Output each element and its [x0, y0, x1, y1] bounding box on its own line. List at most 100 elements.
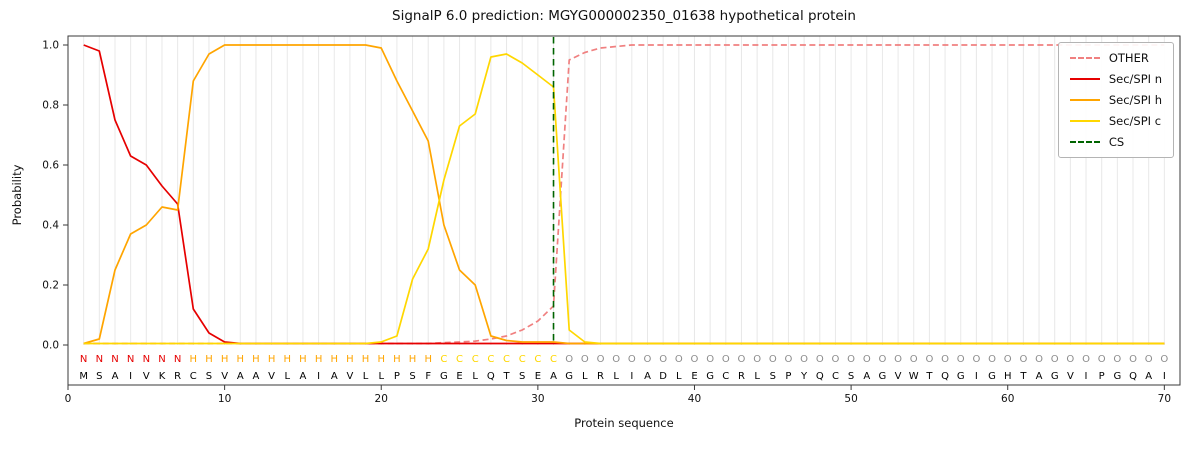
- region-label: O: [659, 354, 667, 365]
- y-tick-label: 1.0: [42, 40, 59, 52]
- residue-letter: A: [863, 371, 870, 382]
- region-label: O: [612, 354, 620, 365]
- region-label: O: [565, 354, 573, 365]
- region-label: O: [1113, 354, 1121, 365]
- residue-letter: E: [691, 371, 697, 382]
- residue-letter: G: [988, 371, 996, 382]
- residue-letter: V: [268, 371, 275, 382]
- legend-line-sample: [1069, 57, 1100, 59]
- region-label: H: [362, 354, 370, 365]
- region-label: O: [1004, 354, 1012, 365]
- x-axis-label: Protein sequence: [574, 416, 674, 430]
- region-label: H: [409, 354, 417, 365]
- region-label: O: [628, 354, 636, 365]
- region-label: C: [534, 354, 541, 365]
- residue-letter: S: [519, 371, 525, 382]
- residue-letter: G: [1113, 371, 1121, 382]
- region-label: N: [143, 354, 150, 365]
- legend-line-sample: [1069, 78, 1100, 80]
- residue-letter: L: [613, 371, 619, 382]
- residue-letter: R: [174, 371, 181, 382]
- region-label: O: [894, 354, 902, 365]
- x-tick-label: 10: [218, 393, 231, 405]
- y-tick-label: 0.2: [42, 280, 59, 292]
- residue-letter: R: [738, 371, 745, 382]
- residue-letter: L: [363, 371, 369, 382]
- region-label: H: [205, 354, 213, 365]
- residue-letter: L: [582, 371, 588, 382]
- region-label: H: [284, 354, 292, 365]
- region-label: O: [644, 354, 652, 365]
- legend-entry-label: Sec/SPI c: [1108, 114, 1162, 128]
- residue-letter: V: [221, 371, 228, 382]
- plot-border: [67, 35, 1181, 386]
- series-line-other: [83, 44, 1165, 345]
- residue-letter: G: [879, 371, 887, 382]
- residue-letter: S: [409, 371, 415, 382]
- legend-box: OTHER Sec/SPI n Sec/SPI h Sec/SPI c CS: [1057, 42, 1174, 158]
- region-label: H: [330, 354, 338, 365]
- region-label: O: [769, 354, 777, 365]
- residue-letter: I: [129, 371, 132, 382]
- region-label: C: [503, 354, 510, 365]
- legend-entry-label: CS: [1108, 135, 1125, 149]
- residue-letter: G: [957, 371, 965, 382]
- region-label: O: [972, 354, 980, 365]
- x-tick-label: 50: [844, 393, 857, 405]
- region-label: H: [377, 354, 385, 365]
- region-label: O: [753, 354, 761, 365]
- legend-entry: CS: [1069, 135, 1162, 149]
- residue-letter: I: [630, 371, 633, 382]
- residue-letter: A: [644, 371, 651, 382]
- residue-letter: Q: [487, 371, 495, 382]
- region-label: C: [519, 354, 526, 365]
- legend-entry-label: Sec/SPI h: [1108, 93, 1162, 107]
- legend-line-sample: [1069, 141, 1100, 143]
- region-label: C: [456, 354, 463, 365]
- residue-letter: P: [394, 371, 400, 382]
- region-label: O: [878, 354, 886, 365]
- residue-letter: I: [1163, 371, 1166, 382]
- region-label: O: [831, 354, 839, 365]
- residue-letter: I: [975, 371, 978, 382]
- legend-entry: Sec/SPI c: [1069, 114, 1162, 128]
- region-label: C: [440, 354, 447, 365]
- residue-letter: Q: [1129, 371, 1137, 382]
- region-label: O: [1082, 354, 1090, 365]
- residue-letter: A: [253, 371, 260, 382]
- residue-letter: A: [331, 371, 338, 382]
- residue-letter: L: [472, 371, 478, 382]
- region-label: C: [487, 354, 494, 365]
- region-label: O: [785, 354, 793, 365]
- region-label: O: [1035, 354, 1043, 365]
- residue-letter: S: [770, 371, 776, 382]
- residue-letter: P: [1099, 371, 1105, 382]
- residue-letter: T: [1019, 371, 1027, 382]
- region-label: O: [1066, 354, 1074, 365]
- y-tick-label: 0.4: [42, 220, 59, 232]
- region-label: H: [252, 354, 260, 365]
- residue-letter: R: [597, 371, 604, 382]
- region-label: O: [691, 354, 699, 365]
- residue-letter: E: [456, 371, 462, 382]
- residue-letter: V: [346, 371, 353, 382]
- residue-letter: L: [284, 371, 290, 382]
- region-label: H: [221, 354, 229, 365]
- residue-letter: P: [785, 371, 791, 382]
- residue-letter: T: [925, 371, 933, 382]
- region-label: H: [237, 354, 245, 365]
- region-label: O: [847, 354, 855, 365]
- series-line-sec-spi-n: [83, 44, 1165, 345]
- x-tick-label: 0: [65, 393, 72, 405]
- series-line-sec-spi-h: [83, 44, 1165, 345]
- series-line-sec-spi-c: [83, 53, 1165, 345]
- residue-letter: A: [300, 371, 307, 382]
- residue-letter: A: [1036, 371, 1043, 382]
- residue-letter: C: [832, 371, 839, 382]
- region-label: O: [597, 354, 605, 365]
- residue-letter: C: [722, 371, 729, 382]
- legend-entry: OTHER: [1069, 51, 1162, 65]
- residue-letter: L: [754, 371, 760, 382]
- region-label: O: [1145, 354, 1153, 365]
